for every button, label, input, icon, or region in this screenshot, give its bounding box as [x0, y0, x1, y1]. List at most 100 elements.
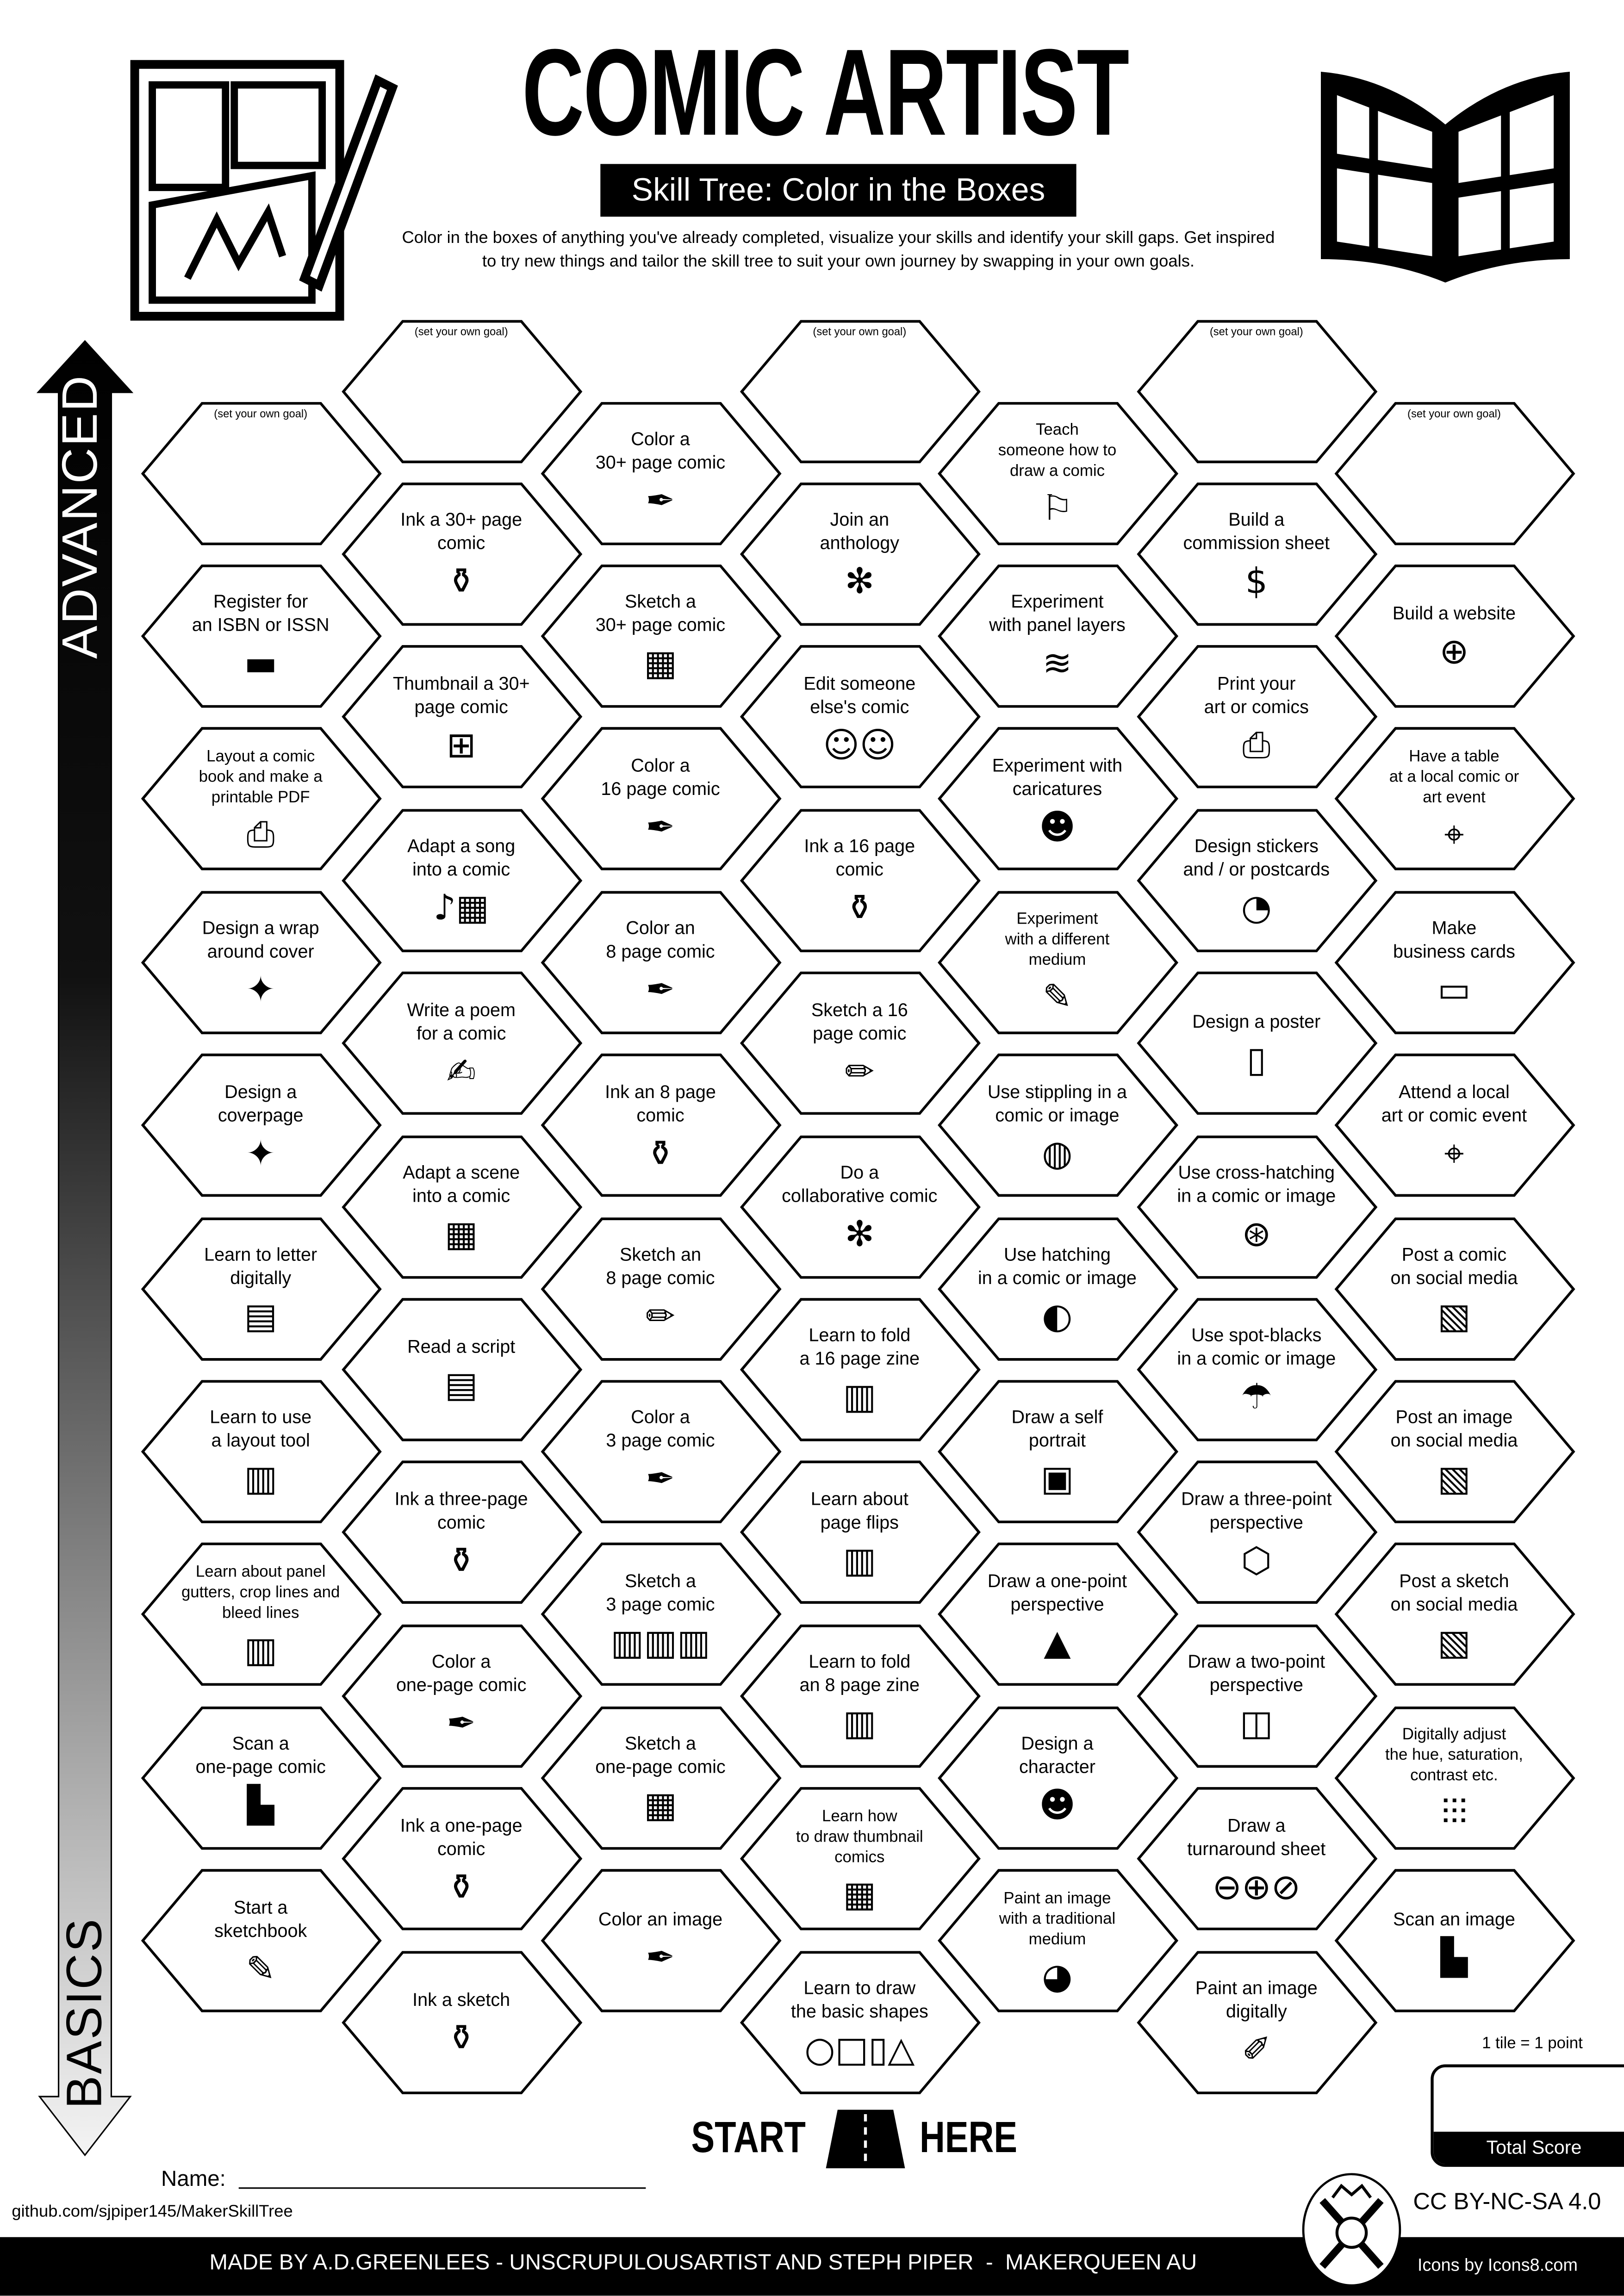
ink-icon: ⚱ [446, 1866, 476, 1907]
skill-tile[interactable]: Experiment with panel layers ≋ [936, 564, 1178, 708]
tile-label: the basic shapes [790, 2001, 928, 2022]
skill-tile[interactable]: Post a sketch on social media ▧ [1333, 1542, 1575, 1687]
skill-tile[interactable]: Color a 30+ page comic ✒ [540, 400, 781, 545]
skill-tile[interactable]: Ink a 16 page comic ⚱ [739, 808, 980, 953]
skill-tile[interactable]: Use stippling in a comic or image ◍ [936, 1053, 1178, 1198]
tile-label: perspective [1209, 1512, 1303, 1533]
skill-tile[interactable]: Design a coverpage ✦ [140, 1053, 381, 1198]
name-field[interactable] [238, 2187, 646, 2189]
custom-goal-tile[interactable]: (set your own goal) [739, 318, 980, 463]
skill-tile[interactable]: Draw a self portrait ▣ [936, 1379, 1178, 1524]
skill-tile[interactable]: Draw a one-point perspective ▲ [936, 1542, 1178, 1687]
tile-label: Register for [213, 592, 308, 613]
skill-tile[interactable]: Design a character ☻ [936, 1705, 1178, 1850]
skill-tile[interactable]: Color an image ✒ [540, 1868, 781, 2013]
skill-tile[interactable]: Register for an ISBN or ISSN ▬ [140, 564, 381, 708]
skill-tile[interactable]: Sketch a 30+ page comic ▦ [540, 564, 781, 708]
skill-tile[interactable]: Adapt a song into a comic ♪▦ [341, 808, 582, 953]
hexagon-outline [540, 1543, 781, 1687]
license-text: CC BY-NC-SA 4.0 [1413, 2190, 1601, 2215]
skill-tile[interactable]: Design stickers and / or postcards ◔ [1136, 808, 1377, 953]
tile-label: Learn how [822, 1807, 897, 1825]
skill-tile[interactable]: Sketch a 3 page comic ▥▥▥ [540, 1542, 781, 1687]
skill-tile[interactable]: Thumbnail a 30+ page comic ⊞ [341, 645, 582, 789]
hexagon-outline [540, 401, 781, 545]
skill-tile[interactable]: Build a commission sheet $ [1136, 482, 1377, 627]
skill-tile[interactable]: Draw a three-point perspective ⬡ [1136, 1460, 1377, 1605]
skill-tile[interactable]: Digitally adjust the hue, saturation, cont… [1333, 1705, 1575, 1850]
skill-tile[interactable]: Draw a two-point perspective ◫ [1136, 1623, 1377, 1768]
skill-tile[interactable]: Learn to letter digitally ▤ [140, 1216, 381, 1361]
tile-content: Use cross-hatching in a comic or image ⊛ [1168, 1146, 1345, 1270]
skill-tile[interactable]: Scan an image ▙ [1333, 1868, 1575, 2013]
skill-tile[interactable]: Use hatching in a comic or image ◐ [936, 1216, 1178, 1361]
skill-tile[interactable]: Ink a three-page comic ⚱ [341, 1460, 582, 1605]
skill-tile[interactable]: Post an image on social media ▧ [1333, 1379, 1575, 1524]
skill-tile[interactable]: Experiment with a different medium ✎ [936, 890, 1178, 1035]
tile-content: Draw a turnaround sheet ⊖⊕⊘ [1168, 1798, 1345, 1923]
skill-tile[interactable]: Learn about panel gutters, crop lines and… [140, 1542, 381, 1687]
skill-tile[interactable]: Have a table at a local comic or art event… [1333, 726, 1575, 871]
skill-tile[interactable]: Scan a one-page comic ▙ [140, 1705, 381, 1850]
shapes-icon: ○□▯△ [804, 2029, 915, 2071]
skill-tile[interactable]: Write a poem for a comic ✍ [341, 971, 582, 1116]
skill-tile[interactable]: Ink a 30+ page comic ⚱ [341, 482, 582, 627]
tile-label: draw a comic [1009, 462, 1105, 480]
custom-goal-tile[interactable]: (set your own goal) [1333, 400, 1575, 545]
skill-tile[interactable]: Sketch a one-page comic ▦ [540, 1705, 781, 1850]
skill-tile[interactable]: Use cross-hatching in a comic or image ⊛ [1136, 1134, 1377, 1279]
skill-tile[interactable]: Do a collaborative comic ✻ [739, 1134, 980, 1279]
skill-tile[interactable]: Design a poster ▯ [1136, 971, 1377, 1116]
skill-tile[interactable]: Color a 16 page comic ✒ [540, 726, 781, 871]
tile-label: Use hatching [1004, 1244, 1111, 1265]
skill-tile[interactable]: Color a 3 page comic ✒ [540, 1379, 781, 1524]
skill-tile[interactable]: Color an 8 page comic ✒ [540, 890, 781, 1035]
skill-tile[interactable]: Join an anthology ✻ [739, 482, 980, 627]
skill-tile[interactable]: Design a wrap around cover ✦ [140, 890, 381, 1035]
goal-hint: (set your own goal) [1407, 406, 1501, 420]
total-score-box[interactable]: Total Score [1431, 2064, 1624, 2167]
tile-content: Ink a 16 page comic ⚱ [771, 819, 948, 944]
skill-tile[interactable]: Learn about page flips ▥ [739, 1460, 980, 1605]
hexagon-outline [1333, 1543, 1574, 1687]
skill-tile[interactable]: Make business cards ▭ [1333, 890, 1575, 1035]
github-link[interactable]: github.com/sjpiper145/MakerSkillTree [12, 2203, 293, 2221]
icons-credit[interactable]: Icons by Icons8.com [1417, 2254, 1578, 2276]
tile-label: Make [1431, 918, 1477, 939]
custom-goal-tile[interactable]: (set your own goal) [341, 318, 582, 463]
tile-label: Draw a two-point [1188, 1651, 1325, 1672]
tile-label: with a traditional [999, 1910, 1116, 1928]
skill-tile[interactable]: Start a sketchbook ✎ [140, 1868, 381, 2013]
skill-tile[interactable]: Color a one-page comic ✒ [341, 1623, 582, 1768]
hexagon-outline [739, 1787, 980, 1930]
skill-tile[interactable]: Paint an image with a traditional medium ◕ [936, 1868, 1178, 2013]
skill-tile[interactable]: Build a website ⊕ [1333, 564, 1575, 708]
skill-tile[interactable]: Ink a one-page comic ⚱ [341, 1786, 582, 1931]
skill-tile[interactable]: Layout a comic book and make a printable P… [140, 726, 381, 871]
music-icon: ♪▦ [433, 887, 489, 929]
tile-label: Join an [830, 510, 890, 531]
skill-tile[interactable]: Draw a turnaround sheet ⊖⊕⊘ [1136, 1786, 1377, 1931]
skill-tile[interactable]: Learn to fold an 8 page zine ▥ [739, 1623, 980, 1768]
skill-tile[interactable]: Post a comic on social media ▧ [1333, 1216, 1575, 1361]
skill-tile[interactable]: Teach someone how to draw a comic ⚐ [936, 400, 1178, 545]
custom-goal-tile[interactable]: (set your own goal) [1136, 318, 1377, 463]
skill-tile[interactable]: Adapt a scene into a comic ▦ [341, 1134, 582, 1279]
skill-tile[interactable]: Ink a sketch ⚱ [341, 1949, 582, 2094]
skill-tile[interactable]: Learn to draw the basic shapes ○□▯△ [739, 1949, 980, 2094]
skill-tile[interactable]: Experiment with caricatures ☻ [936, 726, 1178, 871]
skill-tile[interactable]: Learn how to draw thumbnail comics ▦ [739, 1786, 980, 1931]
tile-label: Experiment [1016, 911, 1098, 929]
skill-tile[interactable]: Sketch a 16 page comic ✏ [739, 971, 980, 1116]
skill-tile[interactable]: Read a script ▤ [341, 1297, 582, 1442]
skill-tile[interactable]: Print your art or comics ⎙ [1136, 645, 1377, 789]
skill-tile[interactable]: Learn to use a layout tool ▥ [140, 1379, 381, 1524]
custom-goal-tile[interactable]: (set your own goal) [140, 400, 381, 545]
skill-tile[interactable]: Use spot-blacks in a comic or image ☂ [1136, 1297, 1377, 1442]
skill-tile[interactable]: Sketch an 8 page comic ✏ [540, 1216, 781, 1361]
skill-tile[interactable]: Ink an 8 page comic ⚱ [540, 1053, 781, 1198]
skill-tile[interactable]: Attend a local art or comic event ⌖ [1333, 1053, 1575, 1198]
skill-tile[interactable]: Edit someone else's comic ☺☺ [739, 645, 980, 789]
skill-tile[interactable]: Paint an image digitally ✐ [1136, 1949, 1377, 2094]
skill-tile[interactable]: Learn to fold a 16 page zine ▥ [739, 1297, 980, 1442]
